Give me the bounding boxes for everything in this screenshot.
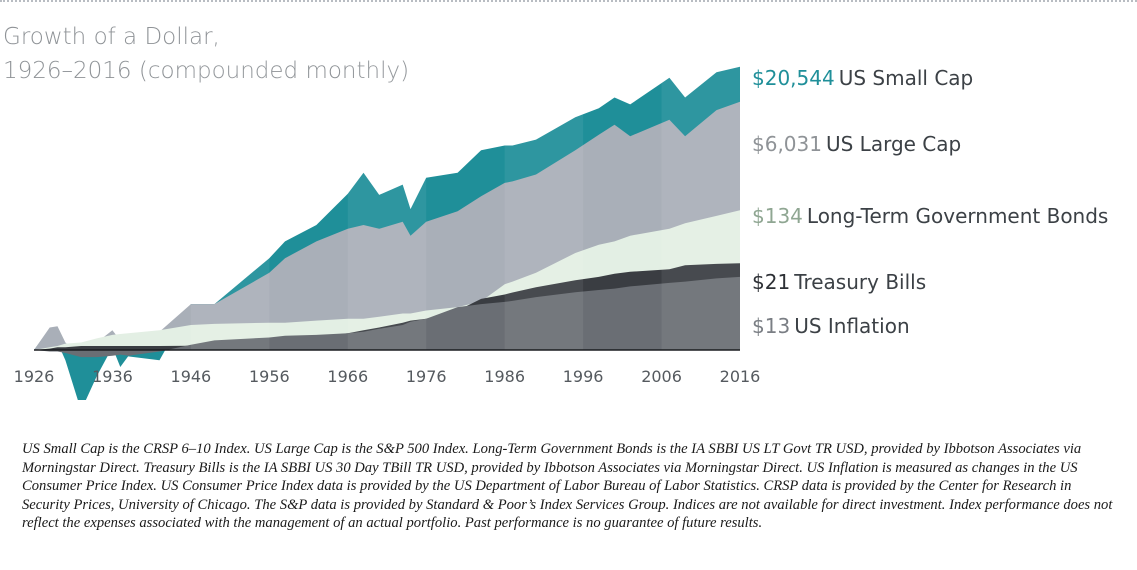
label-bonds-value: $134 (752, 204, 803, 228)
chart-title-block: Growth of a Dollar, 1926–2016 (compounde… (3, 20, 473, 88)
footnote: US Small Cap is the CRSP 6–10 Index. US … (22, 441, 1113, 532)
x-tick-2016: 2016 (720, 367, 761, 386)
dotted-divider (0, 0, 1137, 6)
label-large-cap-value: $6,031 (752, 132, 822, 156)
label-tbills-name: Treasury Bills (794, 270, 927, 294)
decade-band (190, 46, 270, 350)
x-tick-1986: 1986 (484, 367, 525, 386)
label-small-cap-name: US Small Cap (838, 66, 974, 90)
decade-band (661, 46, 740, 350)
x-tick-1926: 1926 (14, 367, 55, 386)
x-tick-1966: 1966 (327, 367, 368, 386)
label-bonds-name: Long-Term Government Bonds (806, 204, 1109, 228)
label-small-cap-value: $20,544 (752, 66, 835, 90)
label-inflation-name: US Inflation (794, 314, 910, 338)
label-inflation: $13 US Inflation (752, 314, 910, 338)
chart-subtitle: 1926–2016 (compounded monthly) (3, 58, 410, 84)
x-tick-1936: 1936 (92, 367, 133, 386)
label-bonds: $134 Long-Term Government Bonds (752, 204, 1108, 228)
growth-chart: 1926 1936 1946 1956 1966 1976 1986 1996 2006 2016 (14, 46, 761, 400)
x-tick-1996: 1996 (563, 367, 604, 386)
label-small-cap: $20,544 US Small Cap (752, 66, 973, 90)
label-tbills-value: $21 (752, 270, 791, 294)
x-tick-1976: 1976 (406, 367, 447, 386)
x-tick-1946: 1946 (171, 367, 212, 386)
x-tick-2006: 2006 (641, 367, 682, 386)
decade-band (504, 46, 584, 350)
x-tick-1956: 1956 (249, 367, 290, 386)
area-us-inflation (34, 276, 740, 358)
label-large-cap-name: US Large Cap (825, 132, 962, 156)
label-inflation-value: $13 (752, 314, 791, 338)
chart-title: Growth of a Dollar, (3, 24, 220, 50)
decade-band (347, 46, 427, 350)
label-treasury-bills: $21 Treasury Bills (752, 270, 926, 294)
label-large-cap: $6,031 US Large Cap (752, 132, 961, 156)
